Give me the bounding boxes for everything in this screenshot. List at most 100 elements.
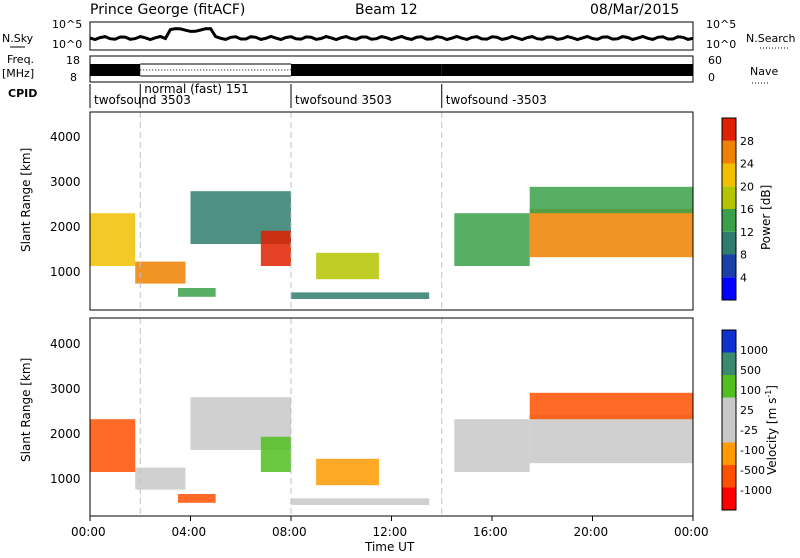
cpid-segment-label: twofsound 3503: [295, 93, 392, 107]
colorbar-tick-label: -100: [740, 444, 765, 457]
velocity-panel: Slant Range [km] 4000 3000 2000 1000 100…: [19, 317, 779, 517]
nsky-tick-bottom: 10^0: [52, 38, 82, 51]
colorbar-swatch: [722, 375, 736, 398]
velocity-band: [260, 436, 291, 472]
velocity-colorbar-label: Velocity [m s-1]: [764, 385, 779, 475]
colorbar-tick-label: 20: [740, 180, 754, 193]
freq-unit: [MHz]: [2, 67, 34, 80]
power-band: [454, 213, 530, 266]
colorbar-swatch: [722, 397, 736, 420]
velocity-colorbar: 1000 500 100 25 -25 -100 -500 -1000: [721, 329, 772, 511]
nave-tick-bottom: 0: [708, 71, 715, 84]
x-tick-label: 16:00: [473, 525, 508, 539]
colorbar-swatch: [722, 118, 736, 141]
date-title: 08/Mar/2015: [590, 2, 679, 18]
colorbar-tick-label: 4: [740, 271, 747, 284]
colorbar-swatch: [722, 209, 736, 232]
colorbar-tick-label: 16: [740, 203, 754, 216]
colorbar-swatch: [722, 277, 736, 300]
velocity-band: [316, 458, 379, 486]
colorbar-swatch: [722, 487, 736, 510]
freq-solid-segment: [90, 64, 141, 76]
x-tick-label: 12:00: [373, 525, 408, 539]
power-panel: Slant Range [km] 4000 3000 2000 1000 28 2…: [19, 111, 773, 311]
power-band: [90, 213, 136, 266]
nsearch-tick-bottom: 10^0: [706, 38, 736, 51]
colorbar-swatch: [722, 163, 736, 187]
power-ytick-2000: 2000: [50, 220, 81, 234]
nsearch-tick-top: 10^5: [706, 18, 736, 31]
power-ytick-1000: 1000: [50, 265, 81, 279]
x-tick-label: 00:00: [674, 525, 709, 539]
velocity-ylabel: Slant Range [km]: [19, 358, 33, 462]
nsearch-label: N.Search: [746, 32, 796, 45]
nsky-label: N.Sky: [2, 32, 34, 45]
velocity-band: [135, 467, 186, 490]
power-band: [529, 186, 693, 214]
x-axis-label: Time UT: [364, 540, 415, 554]
power-ylabel: Slant Range [km]: [19, 148, 33, 252]
power-panel-border: [89, 111, 694, 311]
colorbar-swatch: [722, 442, 736, 465]
colorbar-frame: [721, 329, 737, 511]
velocity-colorbar-label-sup: -1: [764, 390, 773, 398]
power-band: [135, 261, 186, 284]
velocity-ytick-2000: 2000: [50, 427, 81, 441]
beam-title: Beam 12: [355, 2, 418, 18]
power-band: [291, 292, 430, 299]
cpid-segment-label: normal (fast) 151: [144, 82, 248, 96]
colorbar-tick-label: 500: [740, 364, 761, 377]
freq-tick-bottom: 8: [70, 71, 77, 84]
power-band: [177, 288, 216, 297]
velocity-band: [454, 419, 530, 472]
velocity-band: [529, 392, 693, 420]
velocity-ytick-4000: 4000: [50, 337, 81, 351]
station-title: Prince George (fitACF): [90, 2, 245, 18]
velocity-band: [529, 414, 693, 464]
freq-trace: [90, 63, 693, 77]
colorbar-swatch: [722, 140, 736, 164]
freq-solid-segment: [291, 64, 442, 76]
velocity-separators: [139, 318, 443, 516]
colorbar-swatch: [722, 186, 736, 209]
x-tick-label: 20:00: [574, 525, 609, 539]
power-colorbar-label: Power [dB]: [759, 185, 773, 250]
colorbar-tick-label: 12: [740, 226, 754, 239]
cpid-segment-label: twofsound -3503: [446, 93, 547, 107]
colorbar-tick-label: 25: [740, 404, 754, 417]
power-bands: [90, 186, 693, 299]
colorbar-tick-label: 100: [740, 384, 761, 397]
colorbar-tick-label: -500: [740, 464, 765, 477]
power-colorbar: 28 24 20 16 12 8 4: [721, 117, 754, 301]
velocity-band: [177, 494, 216, 503]
cpid-label: CPID: [8, 87, 37, 100]
velocity-band: [291, 498, 430, 505]
colorbar-swatch: [722, 330, 736, 353]
freq-solid-segment: [441, 64, 693, 76]
colorbar-swatch: [722, 465, 736, 488]
power-ytick-3000: 3000: [50, 175, 81, 189]
colorbar-swatch: [722, 420, 736, 443]
cpid-segment-label: twofsound 3503: [94, 93, 191, 107]
colorbar-tick-label: 28: [740, 135, 754, 148]
x-tick-label: 04:00: [172, 525, 207, 539]
colorbar-swatch: [722, 352, 736, 375]
freq-label: Freq.: [7, 53, 34, 66]
colorbar-swatch: [722, 231, 736, 255]
power-band: [316, 252, 379, 280]
velocity-ytick-3000: 3000: [50, 382, 81, 396]
nave-label: Nave: [750, 65, 778, 78]
colorbar-swatch: [722, 254, 736, 278]
colorbar-tick-label: -25: [740, 424, 758, 437]
power-separators: [139, 112, 443, 310]
colorbar-tick-label: 1000: [740, 344, 768, 357]
nsky-strip-frame: [89, 21, 694, 51]
velocity-ytick-1000: 1000: [50, 472, 81, 486]
x-axis-ticks: 00:00 04:00 08:00 12:00 16:00 20:00 00:00: [71, 516, 709, 539]
freq-tick-top: 18: [66, 54, 80, 67]
power-ytick-4000: 4000: [50, 130, 81, 144]
nave-tick-top: 60: [708, 54, 722, 67]
colorbar-tick-label: 24: [740, 158, 754, 171]
